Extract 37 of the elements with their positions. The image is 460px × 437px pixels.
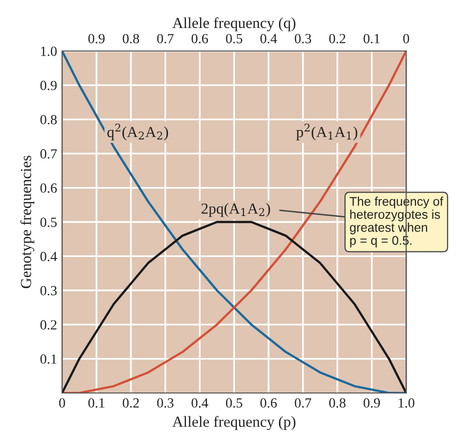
- x2-tick-label: 0.6: [192, 34, 208, 44]
- y-tick-label: 0.2: [40, 320, 56, 330]
- y-tick-label: 0.9: [40, 80, 57, 90]
- x2-tick-label: 0.8: [122, 34, 140, 44]
- x2-tick-label: 0.2: [329, 34, 346, 44]
- y-tick-label: 0.4: [40, 252, 58, 262]
- x2-tick-label: 0: [403, 34, 410, 44]
- x-tick-label: 0: [59, 398, 66, 408]
- series-label: p$^{2}$(A$_{1}$A$_{1}$): [296, 124, 358, 140]
- series-label: q$^{2}$(A$_{2}$A$_{2}$): [107, 124, 168, 140]
- x-tick-label: 0.6: [260, 398, 277, 408]
- x-tick-label: 0.3: [157, 398, 174, 408]
- x-tick-label: 0.8: [329, 398, 346, 408]
- x2-tick-label: 0.9: [88, 34, 105, 44]
- y-axis-title: Genotype frequencies: [20, 156, 34, 288]
- y-tick-label: 1.0: [41, 46, 57, 56]
- y-tick-label: 0.1: [40, 354, 56, 364]
- x-tick-label: 0.5: [226, 398, 242, 408]
- y-tick-label: 0.6: [40, 183, 57, 193]
- series-label: 2pq(A$_{1}$A$_{2}$): [202, 203, 270, 217]
- y-tick-label: 0.8: [40, 114, 57, 124]
- x2-tick-label: 0.1: [364, 34, 380, 44]
- x-tick-label: 1.0: [398, 398, 414, 408]
- x2-tick-label: 0.5: [226, 34, 242, 44]
- x-tick-label: 0.2: [122, 398, 139, 408]
- x2-axis-title: Allele frequency (q): [172, 17, 296, 32]
- y-tick-label: 0.3: [40, 286, 57, 296]
- x2-tick-label: 0.7: [157, 34, 174, 44]
- x-tick-label: 0.7: [294, 398, 312, 408]
- x2-tick-label: 0.3: [294, 34, 312, 44]
- x-tick-label: 0.4: [192, 398, 208, 408]
- y-tick-label: 0.5: [40, 218, 57, 228]
- x-tick-label: 0.1: [88, 398, 104, 408]
- x-tick-label: 0.9: [364, 398, 380, 408]
- y-tick-label: 0.7: [40, 149, 57, 159]
- x2-tick-label: 0.4: [260, 34, 278, 44]
- x-axis-title: Allele frequency (p): [172, 416, 296, 430]
